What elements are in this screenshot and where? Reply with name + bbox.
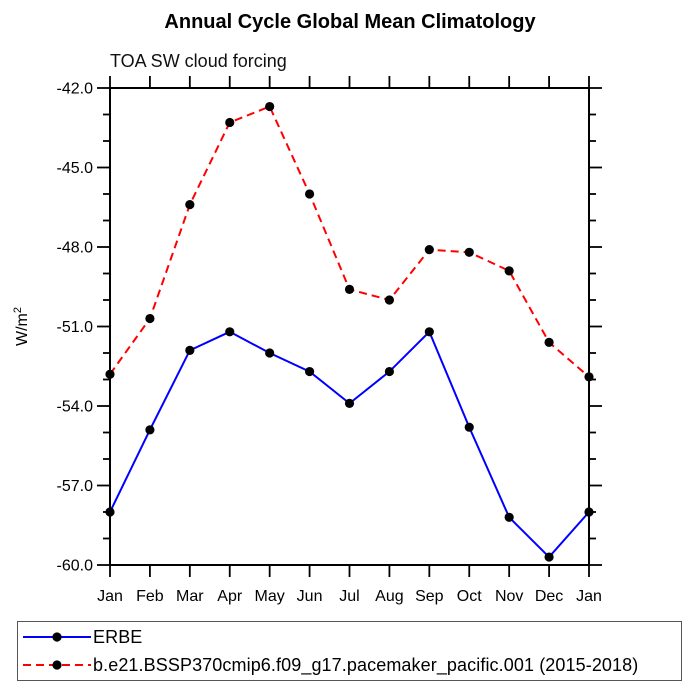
month-label: Jun [297,588,323,605]
y-tick-label: -57.0 [57,478,94,495]
y-tick-label: -51.0 [57,319,94,336]
data-point-marker [544,552,554,562]
month-label: Dec [535,588,563,605]
model-line [109,105,590,378]
legend-marker [52,632,62,642]
legend-item-model: b.e21.BSSP370cmip6.f09_g17.pacemaker_pac… [23,653,681,677]
chart-subtitle: TOA SW cloud forcing [110,51,287,71]
legend-label-erbe: ERBE [93,626,143,647]
data-point-marker [105,507,115,517]
data-point-marker [304,189,315,199]
month-label: Aug [375,588,403,605]
data-point-marker [145,425,155,435]
data-point-marker [304,366,315,377]
data-point-marker [145,313,155,324]
data-point-marker [265,101,275,112]
erbe-line [109,330,590,559]
legend-label-model: b.e21.BSSP370cmip6.f09_g17.pacemaker_pac… [93,654,639,675]
data-point-marker [584,507,594,517]
data-point-marker [464,247,474,257]
y-tick-label: -45.0 [57,160,94,177]
legend-item-erbe: ERBE [23,625,681,649]
data-point-marker [504,266,514,276]
month-label: Jul [339,588,359,605]
erbe-line-sample-icon [23,632,91,642]
data-point-marker [504,512,514,522]
data-point-marker [584,372,594,382]
data-point-marker [344,398,355,408]
month-label: Mar [176,588,204,605]
month-label: Sep [415,588,444,605]
y-tick-label: -54.0 [57,399,94,416]
legend-marker [52,660,62,670]
y-axis-title: W/m2 [12,307,31,346]
data-point-marker [424,327,434,337]
data-point-marker [424,245,434,255]
data-point-marker [265,348,275,358]
month-label: May [255,588,285,605]
data-point-marker [105,369,115,379]
plot-frame [109,87,590,566]
data-point-marker [464,422,474,432]
data-point-marker [185,200,195,210]
month-label: Feb [136,588,164,605]
y-tick-label: -42.0 [57,81,94,98]
data-point-marker [225,327,235,337]
data-point-marker [544,337,554,347]
model-line-sample-icon [23,660,91,670]
month-label: Jan [97,588,123,605]
data-point-marker [384,295,395,305]
month-label: Nov [495,588,523,605]
chart-title: Annual Cycle Global Mean Climatology [164,11,536,33]
y-tick-label: -60.0 [57,558,94,575]
month-label: Jan [576,588,602,605]
legend: ERBE b.e21.BSSP370cmip6.f09_g17.pacemake… [17,621,682,681]
data-point-marker [344,284,355,294]
month-label: Apr [217,588,243,605]
month-label: Oct [457,588,482,605]
data-point-marker [185,345,195,355]
data-point-marker [384,366,395,377]
y-tick-label: -48.0 [57,240,94,257]
data-point-marker [225,117,235,128]
